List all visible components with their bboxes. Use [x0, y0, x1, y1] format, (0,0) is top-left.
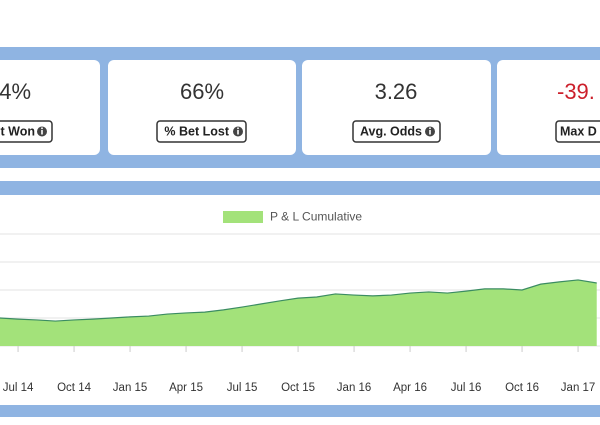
x-tick-label: Oct 14 — [57, 382, 91, 394]
card-label: % Bet Lost — [164, 124, 229, 138]
x-tick-label: Jul 16 — [451, 382, 482, 394]
card-value: 66% — [180, 79, 224, 104]
x-tick-label: Apr 15 — [169, 382, 203, 394]
chart: P & L Cumulative Jul 14 Oct 14 Jan 15 Apr 15… — [0, 210, 600, 394]
label-box — [555, 120, 600, 143]
card-value: 3.26 — [375, 79, 418, 104]
card — [108, 60, 296, 155]
label-box — [352, 120, 441, 143]
area-line — [0, 279, 597, 322]
chart-band-bottom — [0, 405, 600, 417]
x-tick-label: Jul 14 — [3, 382, 34, 394]
x-tick-label: Jan 17 — [561, 382, 596, 394]
card-value: -39. — [557, 79, 595, 104]
legend-swatch — [223, 211, 263, 223]
card-label: Max D — [560, 124, 597, 138]
info-icon-bar — [41, 130, 43, 135]
x-tick-label: Oct 15 — [281, 382, 315, 394]
info-icon-dot — [41, 127, 43, 130]
info-icon-dot — [237, 127, 239, 130]
info-icon-bar — [237, 130, 239, 135]
info-icon-bar — [429, 130, 431, 135]
label-box — [0, 120, 53, 143]
card-label: t Won — [1, 124, 35, 138]
chart-band-top — [0, 181, 600, 195]
x-tick-label: Jan 16 — [337, 382, 372, 394]
x-tick-label: Apr 16 — [393, 382, 427, 394]
info-icon-dot — [429, 127, 431, 130]
x-tick-label: Oct 16 — [505, 382, 539, 394]
label-box — [156, 120, 247, 143]
card-label: Avg. Odds — [360, 124, 422, 138]
card — [302, 60, 491, 155]
card-value: 4% — [0, 79, 31, 104]
legend-label: P & L Cumulative — [270, 210, 362, 224]
x-tick-label: Jan 15 — [113, 382, 148, 394]
area — [0, 279, 597, 346]
x-tick-label: Jul 15 — [227, 382, 258, 394]
cards: 4% t Won 66% % Bet Lost 3.26 Avg. Odds -39. Max… — [0, 60, 600, 155]
